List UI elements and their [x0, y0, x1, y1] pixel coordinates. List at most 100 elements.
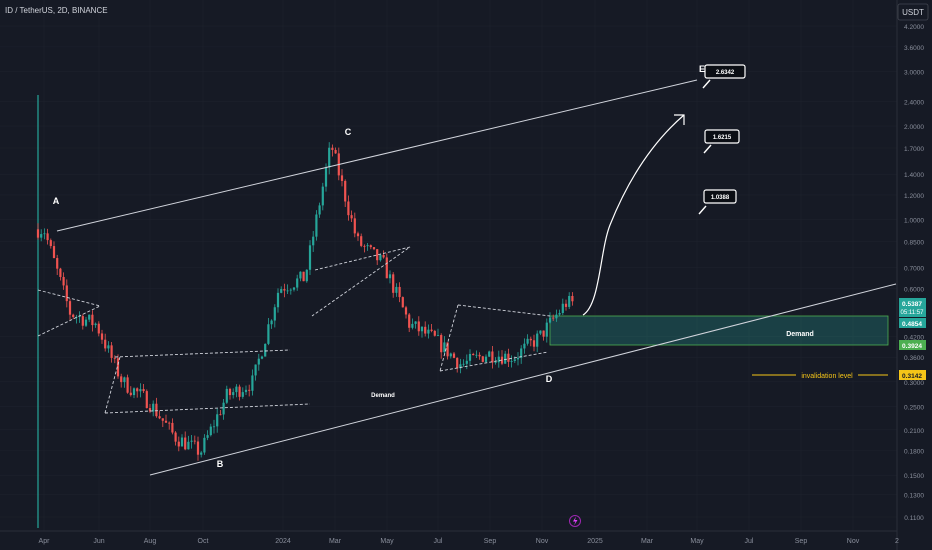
candle-body: [526, 338, 529, 344]
candle-body: [382, 255, 385, 258]
price-tag-zone-bottom: 0.3924: [899, 340, 926, 350]
price-tick-label: 1.7000: [904, 146, 924, 153]
range-top-1: [114, 349, 291, 358]
candle-body: [68, 301, 72, 315]
zone-bottom-price: 0.3924: [902, 343, 922, 350]
upper-trendline[interactable]: [56, 79, 698, 232]
candle-body: [356, 233, 360, 237]
candle-body: [84, 319, 88, 326]
candle-body: [334, 149, 337, 154]
price-tick-label: 2.0000: [904, 124, 924, 131]
candle-body: [321, 186, 324, 206]
price-tick-label: 0.3600: [904, 355, 924, 362]
candle-body: [446, 342, 449, 357]
candle-body: [56, 258, 59, 269]
candle-body: [568, 295, 571, 307]
candle-body: [142, 389, 145, 392]
demand-zone-label: Demand: [786, 331, 814, 338]
price-tick-label: 1.2000: [904, 193, 924, 200]
lightning-icon[interactable]: [569, 515, 581, 527]
wave-label-c: C: [345, 127, 352, 137]
candle-body: [529, 338, 532, 341]
candle-body: [203, 437, 206, 453]
candle-body: [427, 329, 430, 334]
target-value-3: 1.0388: [711, 195, 730, 201]
target-value-2: 1.6215: [713, 135, 732, 141]
invalidation-label: invalidation level: [801, 373, 853, 380]
candle-body: [523, 343, 526, 349]
candle-body: [113, 357, 116, 359]
lower-trendline[interactable]: [149, 283, 897, 476]
candle-body: [196, 441, 200, 455]
wave-labels: A B C D E: [53, 64, 705, 469]
candle-body: [132, 388, 136, 396]
price-tick-label: 0.4200: [904, 334, 924, 341]
candle-body: [408, 314, 411, 328]
candle-body: [347, 201, 350, 216]
price-tick-label: 0.6000: [904, 286, 924, 293]
candle-body: [286, 290, 289, 292]
candle-body: [558, 313, 561, 315]
candle-body: [273, 307, 276, 321]
candle-body: [504, 353, 507, 364]
candle-body: [260, 356, 264, 359]
candle-body: [516, 357, 520, 360]
invalidation-label-bg: [796, 370, 858, 380]
candle-body: [475, 354, 478, 356]
target-value-1: 2.6342: [716, 70, 735, 76]
candle-body: [254, 364, 257, 376]
currency-button[interactable]: [897, 3, 929, 21]
candle-body: [433, 330, 436, 336]
candle-body: [484, 356, 488, 362]
time-tick-label: Sep: [484, 538, 497, 545]
wave-label-e: E: [699, 64, 705, 74]
target-callout-1[interactable]: 2.6342: [702, 64, 746, 89]
candle-body: [228, 388, 232, 396]
candle-body: [235, 386, 238, 393]
candle-body: [411, 323, 414, 328]
candle-body: [398, 286, 401, 298]
candle-body: [494, 362, 497, 364]
candle-body: [539, 330, 542, 334]
zone-top-price: 0.4854: [902, 321, 922, 328]
candle-body: [216, 414, 219, 427]
projection-path: [582, 114, 685, 316]
price-tick-label: 1.4000: [904, 172, 924, 179]
grid: [0, 0, 897, 531]
target-callout-3[interactable]: 1.0388: [698, 189, 737, 215]
candle-body: [404, 307, 408, 315]
candle-body: [264, 343, 267, 357]
candle-body: [40, 234, 43, 238]
candle-body: [280, 289, 283, 293]
time-tick-label: Mar: [641, 538, 654, 545]
price-tick-label: 0.8500: [904, 239, 924, 246]
price-tick-label: 3.6000: [904, 45, 924, 52]
candle-body: [107, 345, 110, 349]
price-tick-label: 0.1800: [904, 449, 924, 456]
candle-body: [94, 323, 97, 326]
candle-body: [232, 392, 235, 396]
candle-body: [158, 416, 161, 419]
price-tick-label: 4.2000: [904, 24, 924, 31]
candle-body: [443, 342, 446, 353]
candle-body: [97, 323, 100, 334]
candle-body: [564, 303, 568, 307]
candle-body: [478, 354, 481, 357]
candle-body: [401, 297, 404, 308]
candle-body: [248, 389, 251, 391]
candle-body: [344, 180, 347, 202]
wave-label-d: D: [546, 374, 553, 384]
candle-body: [110, 345, 113, 358]
wedge-side: [439, 304, 459, 372]
candle-body: [472, 353, 475, 356]
candle-body: [481, 356, 484, 362]
candle-body: [120, 376, 123, 383]
candle-body: [174, 432, 177, 442]
target-callout-2[interactable]: 1.6215: [703, 129, 740, 154]
symbol-title: ID / TetherUS, 2D, BINANCE: [5, 6, 108, 15]
candle-body: [100, 333, 104, 340]
demand-zone[interactable]: [549, 315, 889, 346]
candle-body: [238, 386, 241, 397]
candle-body: [145, 391, 148, 409]
